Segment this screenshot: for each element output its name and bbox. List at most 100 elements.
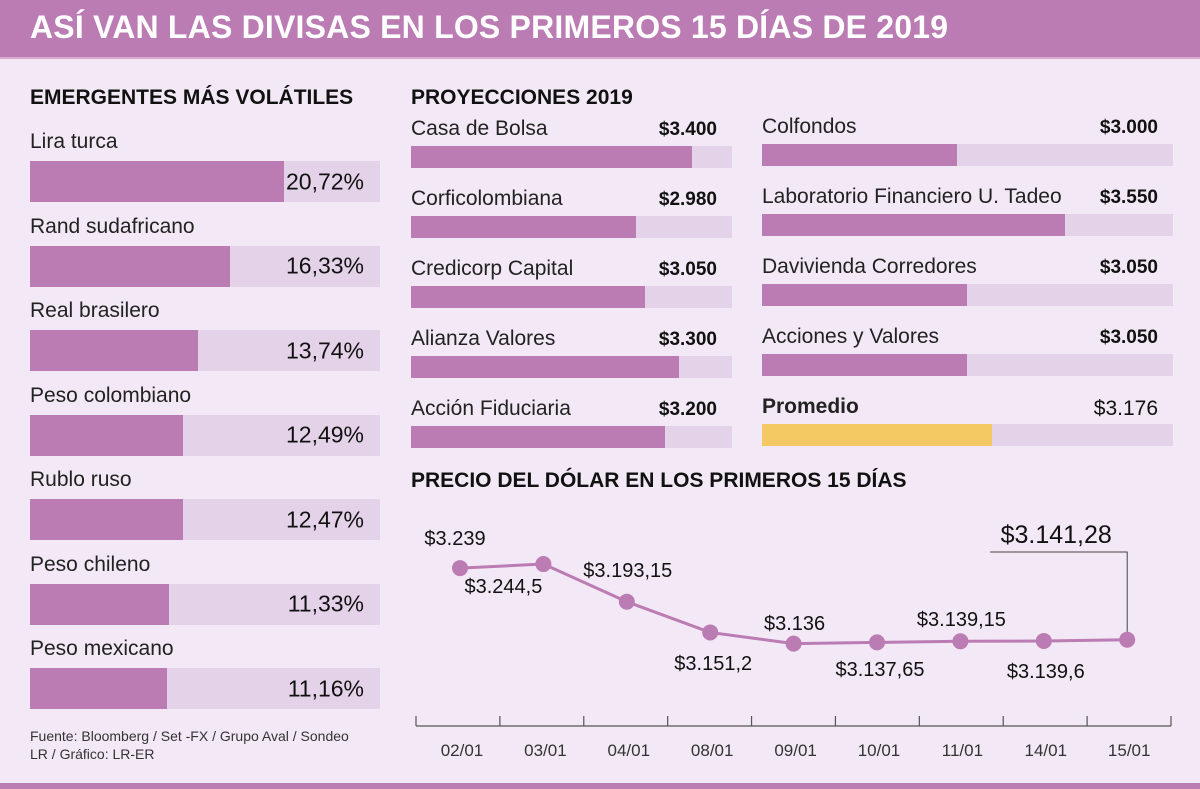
footer-bar bbox=[0, 783, 1200, 789]
volatile-section-title: EMERGENTES MÁS VOLÁTILES bbox=[30, 86, 354, 109]
data-label: $3.151,2 bbox=[674, 653, 752, 675]
projection-value: $3.550 bbox=[1099, 187, 1158, 208]
data-point bbox=[452, 560, 468, 577]
currency-percent: 12,49% bbox=[285, 421, 364, 448]
projection-bar-fill bbox=[411, 356, 679, 378]
currency-percent: 16,33% bbox=[285, 252, 364, 279]
x-tick-label: 04/01 bbox=[608, 741, 651, 760]
projection-label: Davivienda Corredores bbox=[762, 255, 977, 278]
x-tick-label: 14/01 bbox=[1025, 741, 1068, 760]
currency-bar-track: 11,16% bbox=[30, 668, 380, 709]
source-note: Fuente: Bloomberg / Set -FX / Grupo Aval… bbox=[30, 728, 349, 762]
data-point bbox=[869, 634, 885, 651]
data-label: $3.193,15 bbox=[583, 560, 672, 582]
currency-bar-fill bbox=[30, 330, 199, 371]
projection-label: Corficolombiana bbox=[411, 187, 563, 210]
projection-bar-track bbox=[762, 214, 1173, 236]
currency-bar-track: 11,33% bbox=[30, 583, 380, 625]
data-point bbox=[535, 556, 552, 573]
projection-label: Casa de Bolsa bbox=[411, 117, 548, 140]
projection-bar-track bbox=[411, 216, 732, 238]
currency-percent: 13,74% bbox=[285, 337, 364, 363]
data-point bbox=[1035, 632, 1052, 649]
average-value: $3.176 bbox=[1093, 397, 1158, 420]
projection-label: Acciones y Valores bbox=[762, 325, 940, 348]
currency-label: Peso mexicano bbox=[30, 637, 174, 660]
projection-value: $2.980 bbox=[658, 189, 717, 210]
projection-bar-fill bbox=[762, 354, 967, 376]
currency-bar-fill bbox=[30, 499, 183, 540]
currency-percent: 20,72% bbox=[285, 168, 364, 194]
projection-bar-track bbox=[411, 146, 732, 168]
currency-bar-fill bbox=[30, 668, 167, 709]
projection-label: Alianza Valores bbox=[411, 327, 556, 350]
projection-value: $3.000 bbox=[1099, 117, 1158, 138]
currency-label: Real brasilero bbox=[30, 299, 160, 322]
currency-label: Lira turca bbox=[30, 130, 118, 153]
projections-section-title: PROYECCIONES 2019 bbox=[411, 86, 633, 109]
title-banner: ASÍ VAN LAS DIVISAS EN LOS PRIMEROS 15 D… bbox=[0, 0, 1200, 59]
currency-percent: 11,16% bbox=[287, 675, 364, 701]
data-label-callout: $3.141,28 bbox=[1001, 521, 1112, 549]
data-point bbox=[618, 593, 635, 610]
projection-bar-fill bbox=[762, 144, 958, 166]
data-label: $3.137,65 bbox=[836, 659, 925, 681]
x-tick-label: 09/01 bbox=[774, 741, 817, 760]
projection-value: $3.400 bbox=[658, 119, 717, 140]
projection-label: Laboratorio Financiero U. Tadeo bbox=[762, 185, 1062, 208]
currency-bar-track: 12,49% bbox=[30, 414, 380, 456]
currency-percent: 12,47% bbox=[285, 506, 364, 532]
projection-bar-track bbox=[762, 144, 1173, 166]
data-point bbox=[952, 633, 969, 650]
projection-label: Credicorp Capital bbox=[411, 257, 574, 280]
currency-percent: 11,33% bbox=[287, 590, 364, 617]
projection-bar-track bbox=[411, 286, 732, 308]
data-label: $3.139,15 bbox=[917, 609, 1006, 631]
data-label: $3.239 bbox=[424, 528, 485, 550]
projection-bar-track bbox=[411, 426, 732, 448]
projection-value: $3.050 bbox=[1099, 327, 1158, 348]
x-tick-label: 10/01 bbox=[858, 741, 901, 760]
data-point bbox=[1119, 631, 1136, 648]
x-tick-label: 03/01 bbox=[524, 741, 567, 760]
currency-bar-track: 13,74% bbox=[30, 330, 380, 371]
projection-value: $3.200 bbox=[658, 399, 717, 420]
projection-bar-track bbox=[411, 356, 732, 378]
x-tick-label: 15/01 bbox=[1108, 741, 1151, 760]
series-line bbox=[459, 562, 1128, 646]
projection-bar-fill bbox=[411, 286, 646, 308]
average-label: Promedio bbox=[762, 395, 859, 418]
infographic-title: ASÍ VAN LAS DIVISAS EN LOS PRIMEROS 15 D… bbox=[30, 9, 949, 45]
data-label: $3.139,6 bbox=[1007, 661, 1085, 683]
projection-value: $3.300 bbox=[658, 329, 717, 350]
projection-label: Colfondos bbox=[762, 115, 857, 138]
currency-label: Peso colombiano bbox=[30, 383, 192, 407]
projection-bar-fill bbox=[411, 216, 636, 238]
currency-label: Peso chileno bbox=[30, 552, 151, 576]
callout-line bbox=[990, 551, 1128, 632]
data-point bbox=[702, 624, 719, 641]
projection-bar-fill bbox=[762, 214, 1065, 236]
projection-bar-track bbox=[762, 354, 1173, 376]
projection-bar-fill bbox=[762, 284, 967, 306]
data-label: $3.136 bbox=[764, 613, 825, 635]
currency-bar-fill bbox=[30, 414, 183, 456]
currency-label: Rublo ruso bbox=[30, 468, 132, 491]
projection-label: Acción Fiduciaria bbox=[411, 397, 571, 420]
projection-bar-fill bbox=[411, 426, 666, 448]
data-label: $3.244,5 bbox=[464, 576, 542, 598]
currency-bar-fill bbox=[30, 161, 284, 202]
average-bar-fill bbox=[762, 424, 992, 446]
projection-bar-fill bbox=[411, 146, 692, 168]
currency-bar-fill bbox=[30, 245, 230, 287]
chart-title: PRECIO DEL DÓLAR EN LOS PRIMEROS 15 DÍAS bbox=[411, 469, 907, 492]
x-tick-label: 08/01 bbox=[691, 741, 734, 760]
data-point bbox=[785, 635, 802, 652]
currency-bar-track: 12,47% bbox=[30, 499, 380, 540]
x-tick-label: 02/01 bbox=[441, 741, 484, 760]
currency-bar-fill bbox=[30, 583, 169, 625]
currency-label: Rand sudafricano bbox=[30, 214, 195, 238]
projection-value: $3.050 bbox=[1099, 257, 1158, 278]
projection-bar-track bbox=[762, 284, 1173, 306]
average-bar-track bbox=[762, 424, 1173, 446]
